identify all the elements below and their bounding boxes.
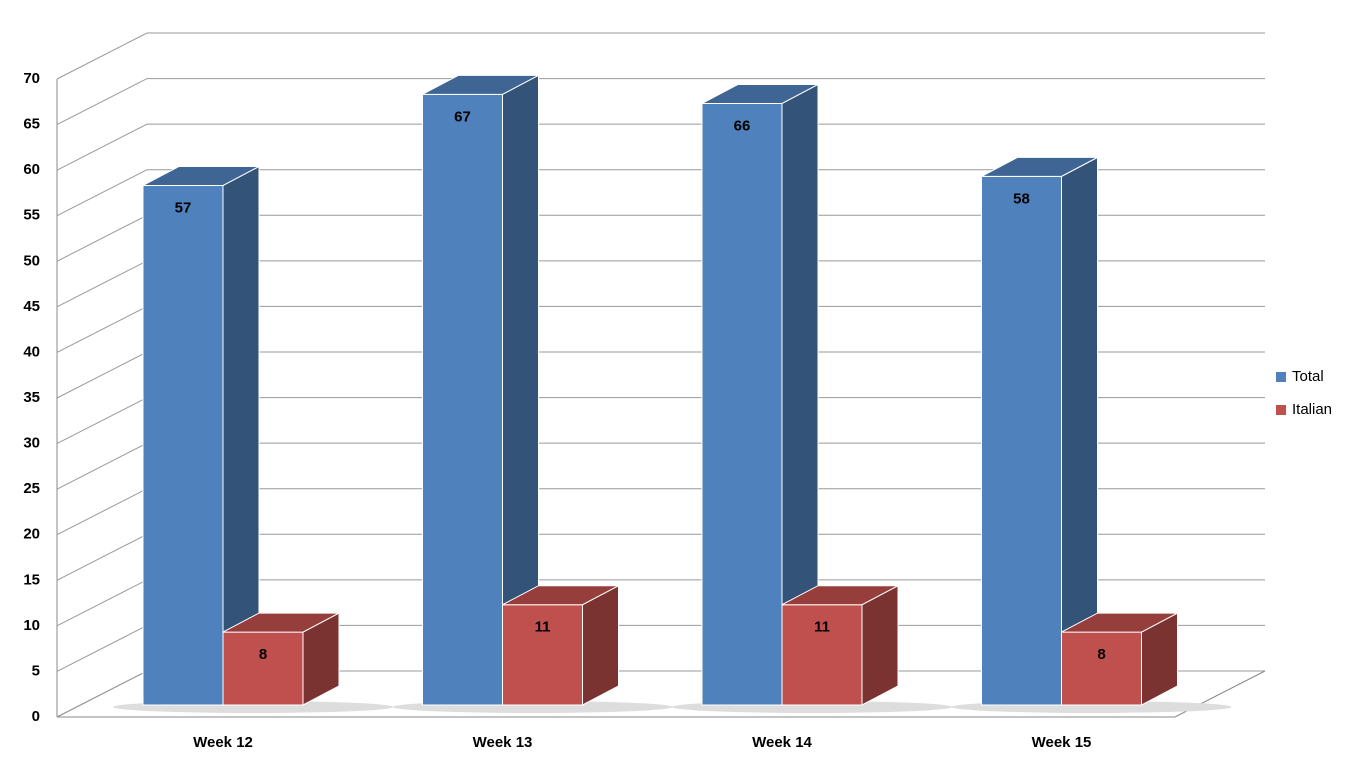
bar-side (582, 584, 619, 706)
y-tick-label: 40 (23, 343, 40, 360)
grid-line (56, 78, 1265, 126)
y-tick-label: 20 (23, 526, 40, 543)
bar-front (1061, 631, 1142, 706)
bar-top (142, 165, 260, 186)
bar-front (142, 184, 224, 706)
y-tick-label: 15 (23, 571, 40, 588)
bar-top (981, 156, 1098, 177)
bar-top (1061, 612, 1178, 633)
y-tick-label: 55 (23, 207, 40, 224)
bar-top (222, 612, 340, 633)
bar (142, 165, 260, 706)
grid-line (56, 169, 1265, 217)
bar-front (701, 102, 783, 706)
data-label: 8 (1097, 646, 1105, 663)
bar-front (781, 604, 863, 706)
bar (422, 74, 539, 706)
grid-line (56, 123, 1265, 171)
x-tick-label: Week 12 (193, 734, 253, 751)
bar-front (222, 631, 304, 706)
y-tick-label: 45 (23, 298, 40, 315)
bar-top (701, 83, 819, 104)
data-label: 58 (1013, 190, 1030, 207)
legend-label: Total (1292, 368, 1324, 385)
bar-side (861, 584, 899, 706)
data-label: 57 (175, 199, 192, 216)
bar (222, 612, 340, 706)
legend-swatch (1276, 372, 1286, 382)
y-tick-label: 5 (32, 662, 40, 679)
y-tick-label: 65 (23, 116, 40, 133)
y-tick-label: 50 (23, 252, 40, 269)
legend-label: Italian (1292, 401, 1332, 418)
y-tick-label: 10 (23, 617, 40, 634)
bar (781, 584, 899, 706)
y-tick-label: 70 (23, 70, 40, 87)
bar-top (502, 585, 619, 606)
bar-top (422, 74, 539, 95)
y-tick-label: 0 (32, 708, 40, 725)
bar (701, 83, 819, 706)
y-tick-label: 25 (23, 480, 40, 497)
grid-line (56, 32, 1265, 80)
x-tick-label: Week 14 (752, 734, 812, 751)
y-tick-label: 30 (23, 435, 40, 452)
data-label: 67 (454, 108, 471, 125)
data-label: 8 (259, 646, 267, 663)
data-label: 11 (814, 619, 830, 636)
bar-front (981, 175, 1062, 706)
bar (502, 584, 619, 706)
data-label: 66 (734, 117, 751, 134)
y-tick-label: 35 (23, 389, 40, 406)
y-tick-label: 60 (23, 161, 40, 178)
bar-top (781, 585, 899, 606)
bar (1061, 612, 1178, 706)
bar-front (422, 93, 503, 706)
bar (981, 156, 1098, 706)
x-tick-label: Week 13 (473, 734, 533, 751)
legend-swatch (1276, 405, 1286, 415)
data-label: 11 (535, 619, 551, 636)
x-tick-label: Week 15 (1032, 734, 1092, 751)
